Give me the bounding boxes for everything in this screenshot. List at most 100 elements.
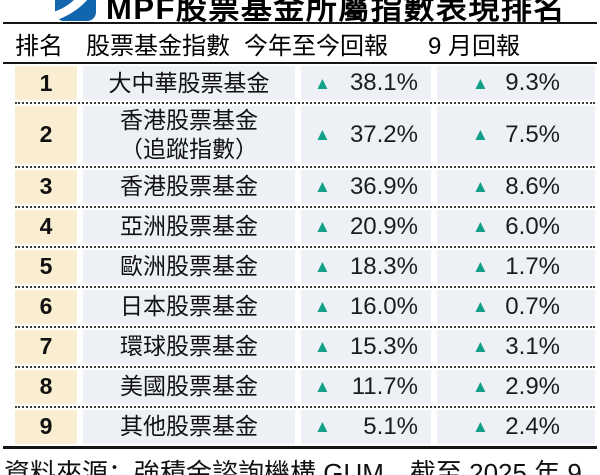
table-row: 9 其他股票基金 ▲ 5.1% ▲ 2.4% <box>15 408 595 446</box>
fund-name: 亞洲股票基金 <box>120 213 258 240</box>
september-return-cell: ▲ 2.4% <box>437 409 595 444</box>
rank-cell: 9 <box>15 409 77 444</box>
up-triangle-icon: ▲ <box>472 377 489 397</box>
up-triangle-icon: ▲ <box>472 177 489 197</box>
ytd-return-value: 36.9% <box>349 172 418 200</box>
rank-value: 1 <box>39 69 53 96</box>
september-return-cell: ▲ 3.1% <box>437 329 595 364</box>
header-fund-index: 股票基金指數 <box>86 32 230 60</box>
fund-name-cell: 香港股票基金 （追蹤指數） <box>83 106 295 164</box>
table-row: 5 歐洲股票基金 ▲ 18.3% ▲ 1.7% <box>15 248 595 288</box>
fund-name: 香港股票基金 <box>120 107 258 133</box>
september-return-value: 2.4% <box>505 412 560 440</box>
fund-name: 其他股票基金 <box>120 413 258 440</box>
september-return-cell: ▲ 8.6% <box>437 169 595 204</box>
fund-name-cell: 亞洲股票基金 <box>83 209 295 244</box>
september-return-cell: ▲ 9.3% <box>437 66 595 100</box>
title-divider <box>3 22 597 24</box>
headline-strip: MPF股票基金所屬指數表現排名 <box>0 0 600 22</box>
up-triangle-icon: ▲ <box>314 297 331 317</box>
fund-name: 環球股票基金 <box>120 333 258 360</box>
fund-name-cell: 環球股票基金 <box>83 329 295 364</box>
up-triangle-icon: ▲ <box>472 337 489 357</box>
ytd-return-value: 5.1% <box>363 412 418 440</box>
september-return-cell: ▲ 7.5% <box>437 106 595 164</box>
up-triangle-icon: ▲ <box>314 125 331 145</box>
up-triangle-icon: ▲ <box>314 377 331 397</box>
footer-divider <box>3 445 597 449</box>
up-triangle-icon: ▲ <box>314 217 331 237</box>
rank-value: 5 <box>39 253 53 280</box>
rank-cell: 4 <box>15 209 77 244</box>
ytd-return-value: 37.2% <box>349 120 418 148</box>
header-divider <box>3 62 597 64</box>
header-september-return: 9 月回報 <box>428 32 521 60</box>
rank-cell: 8 <box>15 369 77 404</box>
rank-value: 9 <box>39 413 53 440</box>
september-return-value: 0.7% <box>505 292 560 320</box>
up-triangle-icon: ▲ <box>314 73 331 93</box>
ytd-return-value: 15.3% <box>349 332 418 360</box>
rank-cell: 1 <box>15 66 77 100</box>
page-title: MPF股票基金所屬指數表現排名 <box>106 0 566 22</box>
ytd-return-value: 20.9% <box>349 212 418 240</box>
september-return-value: 1.7% <box>505 252 560 280</box>
ytd-return-cell: ▲ 15.3% <box>301 329 431 364</box>
fund-name: 大中華股票基金 <box>108 69 270 96</box>
table-row: 7 環球股票基金 ▲ 15.3% ▲ 3.1% <box>15 328 595 368</box>
ytd-return-cell: ▲ 37.2% <box>301 106 431 164</box>
fund-name-cell: 其他股票基金 <box>83 409 295 444</box>
data-source-note: 資料來源：強積金諮詢機構 GUM，截至 2025 年 9 <box>4 457 582 475</box>
up-triangle-icon: ▲ <box>472 125 489 145</box>
up-triangle-icon: ▲ <box>472 73 489 93</box>
rank-cell: 6 <box>15 289 77 324</box>
table-row: 3 香港股票基金 ▲ 36.9% ▲ 8.6% <box>15 168 595 208</box>
rank-cell: 2 <box>15 106 77 164</box>
up-triangle-icon: ▲ <box>472 217 489 237</box>
up-triangle-icon: ▲ <box>472 257 489 277</box>
table-row: 2 香港股票基金 （追蹤指數） ▲ 37.2% ▲ 7.5% <box>15 104 595 168</box>
september-return-cell: ▲ 6.0% <box>437 209 595 244</box>
fund-name: 歐洲股票基金 <box>120 253 258 280</box>
table-rows: 1 大中華股票基金 ▲ 38.1% ▲ 9.3% 2 香港股票基金 （追蹤指數） <box>0 64 600 446</box>
publication-logo-icon <box>55 0 96 21</box>
fund-name-cell: 美國股票基金 <box>83 369 295 404</box>
table-row: 1 大中華股票基金 ▲ 38.1% ▲ 9.3% <box>15 64 595 104</box>
rank-value: 4 <box>39 213 53 240</box>
fund-name-line2: （追蹤指數） <box>120 135 258 162</box>
table-row: 6 日本股票基金 ▲ 16.0% ▲ 0.7% <box>15 288 595 328</box>
september-return-value: 6.0% <box>505 212 560 240</box>
ytd-return-value: 16.0% <box>349 292 418 320</box>
september-return-value: 9.3% <box>505 69 560 96</box>
up-triangle-icon: ▲ <box>314 177 331 197</box>
rank-value: 6 <box>39 293 53 320</box>
fund-name-cell: 大中華股票基金 <box>83 66 295 100</box>
september-return-value: 3.1% <box>505 332 560 360</box>
rank-value: 2 <box>39 121 53 148</box>
fund-name-cell: 香港股票基金 <box>83 169 295 204</box>
fund-name-cell: 歐洲股票基金 <box>83 249 295 284</box>
up-triangle-icon: ▲ <box>314 257 331 277</box>
table-row: 8 美國股票基金 ▲ 11.7% ▲ 2.9% <box>15 368 595 408</box>
ytd-return-value: 38.1% <box>349 69 418 96</box>
september-return-value: 2.9% <box>505 372 560 400</box>
rank-value: 8 <box>39 373 53 400</box>
fund-name: 香港股票基金 <box>120 173 258 200</box>
september-return-value: 8.6% <box>505 172 560 200</box>
rank-cell: 7 <box>15 329 77 364</box>
rank-cell: 3 <box>15 169 77 204</box>
ytd-return-value: 11.7% <box>351 372 418 400</box>
up-triangle-icon: ▲ <box>314 337 331 357</box>
september-return-value: 7.5% <box>505 120 560 148</box>
september-return-cell: ▲ 0.7% <box>437 289 595 324</box>
ytd-return-cell: ▲ 18.3% <box>301 249 431 284</box>
september-return-cell: ▲ 2.9% <box>437 369 595 404</box>
table-row: 4 亞洲股票基金 ▲ 20.9% ▲ 6.0% <box>15 208 595 248</box>
up-triangle-icon: ▲ <box>314 417 331 437</box>
ytd-return-cell: ▲ 5.1% <box>301 409 431 444</box>
ytd-return-cell: ▲ 38.1% <box>301 66 431 100</box>
ytd-return-cell: ▲ 11.7% <box>301 369 431 404</box>
fund-name: 美國股票基金 <box>120 373 258 400</box>
rank-cell: 5 <box>15 249 77 284</box>
september-return-cell: ▲ 1.7% <box>437 249 595 284</box>
